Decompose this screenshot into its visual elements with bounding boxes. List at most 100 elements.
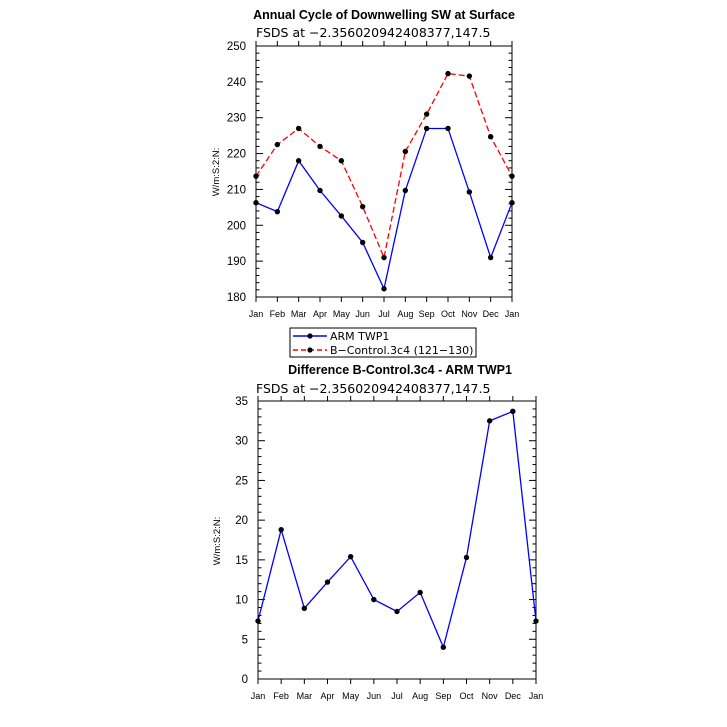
data-point <box>338 158 345 164</box>
data-point <box>381 286 387 292</box>
data-point <box>338 213 345 219</box>
data-point <box>509 173 515 179</box>
x-tick-label: Jul <box>391 691 403 701</box>
data-point <box>423 125 430 132</box>
data-point <box>278 526 284 533</box>
legend-marker-control <box>307 347 313 353</box>
y-tick-label: 230 <box>227 113 246 125</box>
y-tick-label: 180 <box>227 292 246 304</box>
data-point <box>317 187 323 194</box>
legend-label-control: B−Control.3c4 (121−130) <box>330 344 473 357</box>
data-point <box>445 125 451 132</box>
x-tick-label: Apr <box>320 691 334 701</box>
data-point <box>466 189 473 195</box>
y-tick-label: 5 <box>242 634 248 646</box>
y-tick-label: 10 <box>235 595 248 607</box>
y-tick-label: 25 <box>235 475 248 487</box>
plot-frame <box>257 400 537 680</box>
legend-box <box>289 327 477 358</box>
x-tick-label: Aug <box>397 309 413 319</box>
annual-cycle-panel: Annual Cycle of Downwelling SW at Surfac… <box>211 8 519 319</box>
data-point <box>402 148 409 155</box>
data-point <box>347 553 354 560</box>
data-point <box>486 418 493 424</box>
data-point <box>324 579 331 585</box>
data-point <box>445 70 451 77</box>
legend: ARM TWP1 B−Control.3c4 (121−130) <box>289 327 477 358</box>
x-tick-label: Jun <box>355 309 370 319</box>
data-point <box>301 605 308 612</box>
x-tick-label: Jan <box>249 309 264 319</box>
x-tick-label: Jul <box>378 309 390 319</box>
x-tick-label: Sep <box>419 309 435 319</box>
data-point <box>274 208 281 215</box>
x-tick-label: Jun <box>367 691 382 701</box>
data-point <box>381 254 387 261</box>
series-points <box>255 408 539 650</box>
data-point <box>253 173 259 179</box>
x-tick-label: Dec <box>505 691 522 701</box>
y-tick-label: 30 <box>235 436 248 448</box>
y-tick-label: 20 <box>235 515 248 527</box>
y-tick-label: 220 <box>227 149 246 161</box>
data-point <box>487 254 494 261</box>
x-tick-label: Nov <box>461 309 478 319</box>
y-tick-label: 35 <box>235 396 248 408</box>
data-point <box>274 141 281 148</box>
x-tick-label: Dec <box>483 309 500 319</box>
x-tick-label: Jan <box>505 309 520 319</box>
x-tick-label: Mar <box>297 691 313 701</box>
data-point <box>317 143 323 150</box>
chart-title: Difference B-Control.3c4 - ARM TWP1 <box>288 363 512 377</box>
x-tick-label: Feb <box>273 691 289 701</box>
axis-ticks <box>255 41 513 302</box>
y-tick-label: 200 <box>227 220 246 232</box>
tick-labels: 0 5 10 15 20 25 30 35 Jan Feb Mar Apr May Jun Jul Aug Se… <box>235 396 543 701</box>
x-tick-label: Jan <box>529 691 544 701</box>
data-point <box>295 125 302 132</box>
chart-title: Annual Cycle of Downwelling SW at Surfac… <box>253 8 515 22</box>
axis-ticks <box>257 396 537 684</box>
x-tick-label: Apr <box>313 309 327 319</box>
legend-label-arm: ARM TWP1 <box>330 330 389 343</box>
data-point <box>423 111 430 117</box>
data-point <box>463 554 470 561</box>
y-axis-label: W/m:S:2:N: <box>212 517 223 566</box>
legend-marker-arm <box>307 333 313 339</box>
data-point <box>417 589 423 596</box>
data-point <box>253 199 259 206</box>
x-tick-label: May <box>342 691 360 701</box>
y-tick-label: 240 <box>227 77 246 89</box>
data-point <box>487 134 494 140</box>
y-tick-label: 15 <box>235 555 248 567</box>
series-points <box>253 70 515 292</box>
y-axis-label: W/m:S:2:N: <box>211 148 222 197</box>
x-tick-label: Nov <box>482 691 499 701</box>
data-point <box>371 596 377 603</box>
data-point <box>440 644 447 650</box>
data-point <box>533 618 539 624</box>
data-point <box>359 203 366 210</box>
y-tick-label: 250 <box>227 41 246 53</box>
series-line-0 <box>255 127 513 291</box>
data-point <box>510 408 516 415</box>
data-point <box>509 199 515 206</box>
data-point <box>402 187 409 194</box>
data-point <box>295 158 302 164</box>
x-tick-label: Mar <box>291 309 307 319</box>
x-tick-label: May <box>333 309 351 319</box>
chart-subtitle: FSDS at −2.356020942408377,147.5 <box>256 381 490 396</box>
tick-labels: 180 190 200 210 220 230 240 250 Jan Feb Mar Apr May J… <box>227 41 519 319</box>
data-point <box>359 239 366 246</box>
series-line-1 <box>255 72 513 260</box>
data-point <box>394 608 400 615</box>
data-point <box>466 73 473 79</box>
x-tick-label: Oct <box>441 309 456 319</box>
x-tick-label: Jan <box>251 691 266 701</box>
x-tick-label: Aug <box>412 691 428 701</box>
x-tick-label: Oct <box>459 691 474 701</box>
y-tick-label: 210 <box>227 184 246 196</box>
x-tick-label: Feb <box>270 309 286 319</box>
y-tick-label: 0 <box>242 674 248 686</box>
x-tick-label: Sep <box>435 691 451 701</box>
